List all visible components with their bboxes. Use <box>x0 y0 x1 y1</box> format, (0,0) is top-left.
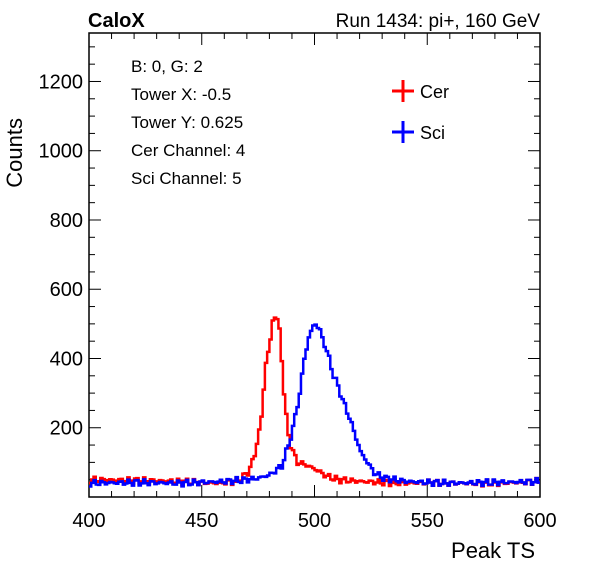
info-line: Sci Channel: 5 <box>131 169 242 188</box>
info-line: B: 0, G: 2 <box>131 57 203 76</box>
legend-label-cer: Cer <box>420 82 449 102</box>
legend-label-sci: Sci <box>420 123 445 143</box>
chart-title: CaloX <box>88 10 145 32</box>
x-tick-label: 500 <box>298 510 331 532</box>
x-axis-label: Peak TS <box>451 538 535 563</box>
x-tick-label: 600 <box>523 510 556 532</box>
y-axis-label: Counts <box>2 118 27 188</box>
series-line-sci <box>89 323 540 488</box>
y-tick-label: 400 <box>50 348 83 370</box>
info-line: Tower Y: 0.625 <box>131 113 243 132</box>
y-tick-label: 1200 <box>39 71 84 93</box>
y-tick-label: 600 <box>50 279 83 301</box>
y-tick-label: 1000 <box>39 141 84 163</box>
info-line: Cer Channel: 4 <box>131 141 245 160</box>
info-box: B: 0, G: 2 Tower X: -0.5 Tower Y: 0.625 … <box>131 57 245 188</box>
x-tick-label: 400 <box>72 510 105 532</box>
y-tick-label: 800 <box>50 210 83 232</box>
x-tick-label: 550 <box>411 510 444 532</box>
series-line-cer <box>89 316 540 488</box>
x-tick-label: 450 <box>185 510 218 532</box>
info-line: Tower X: -0.5 <box>131 85 231 104</box>
y-tick-label: 200 <box>50 418 83 440</box>
run-label: Run 1434: pi+, 160 GeV <box>336 11 541 32</box>
legend-marker-cer <box>392 80 414 102</box>
legend-marker-sci <box>392 121 414 143</box>
legend: Cer Sci <box>392 80 449 143</box>
